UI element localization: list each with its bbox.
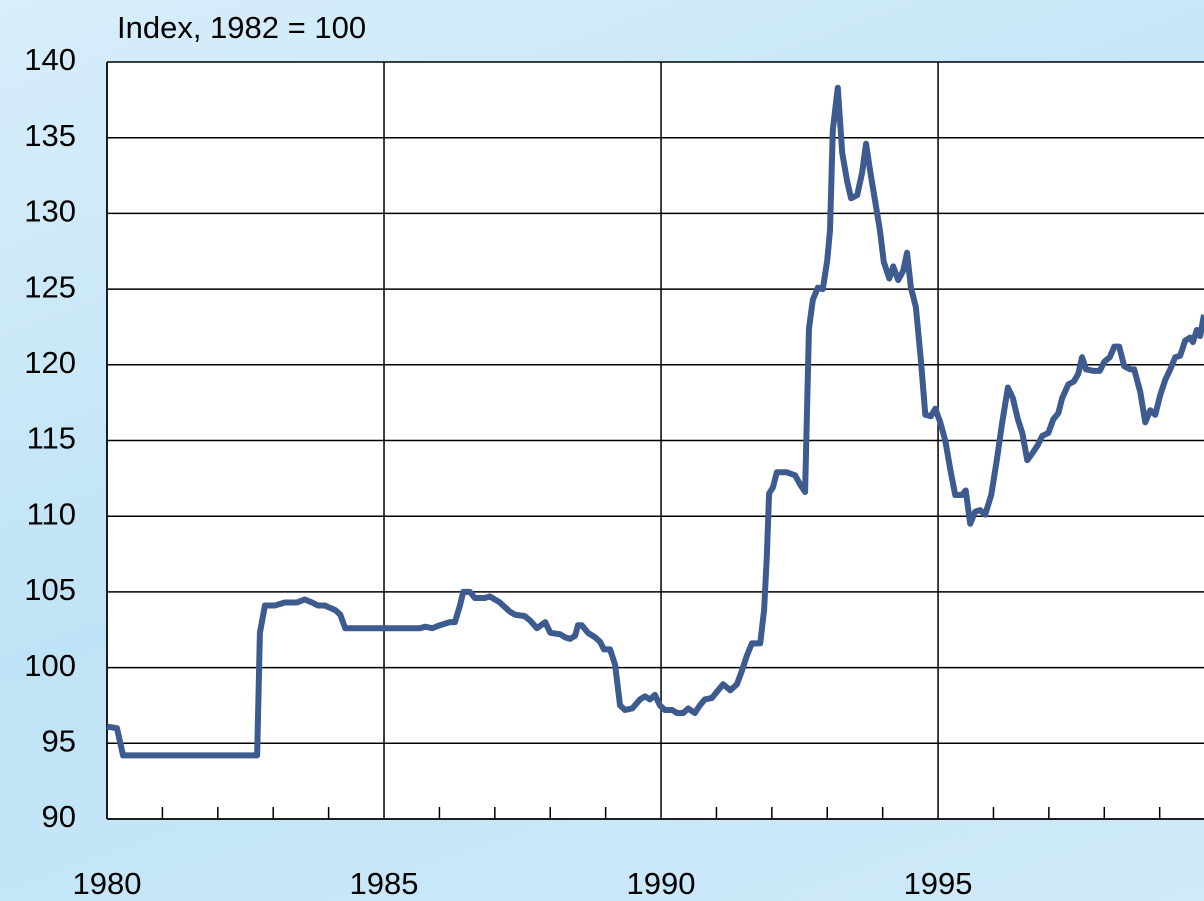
y-tick-label: 105 (24, 572, 76, 607)
y-tick-label: 95 (42, 723, 76, 758)
y-tick-label: 125 (24, 269, 76, 304)
y-tick-label: 90 (42, 799, 76, 834)
y-tick-label: 115 (27, 421, 76, 456)
x-tick-label: 1980 (73, 866, 142, 901)
x-tick-label: 1990 (627, 866, 696, 901)
y-tick-label: 110 (27, 496, 76, 531)
x-tick-label: 1995 (904, 866, 973, 901)
data-line (106, 84, 1204, 759)
y-tick-label: 120 (24, 345, 76, 380)
y-tick-label: 135 (24, 118, 76, 153)
y-tick-label: 140 (24, 42, 76, 77)
chart-title: Index, 1982 = 100 (117, 10, 366, 45)
y-tick-label: 130 (24, 194, 76, 229)
y-tick-label: 100 (24, 648, 76, 683)
x-tick-label: 1985 (350, 866, 419, 901)
